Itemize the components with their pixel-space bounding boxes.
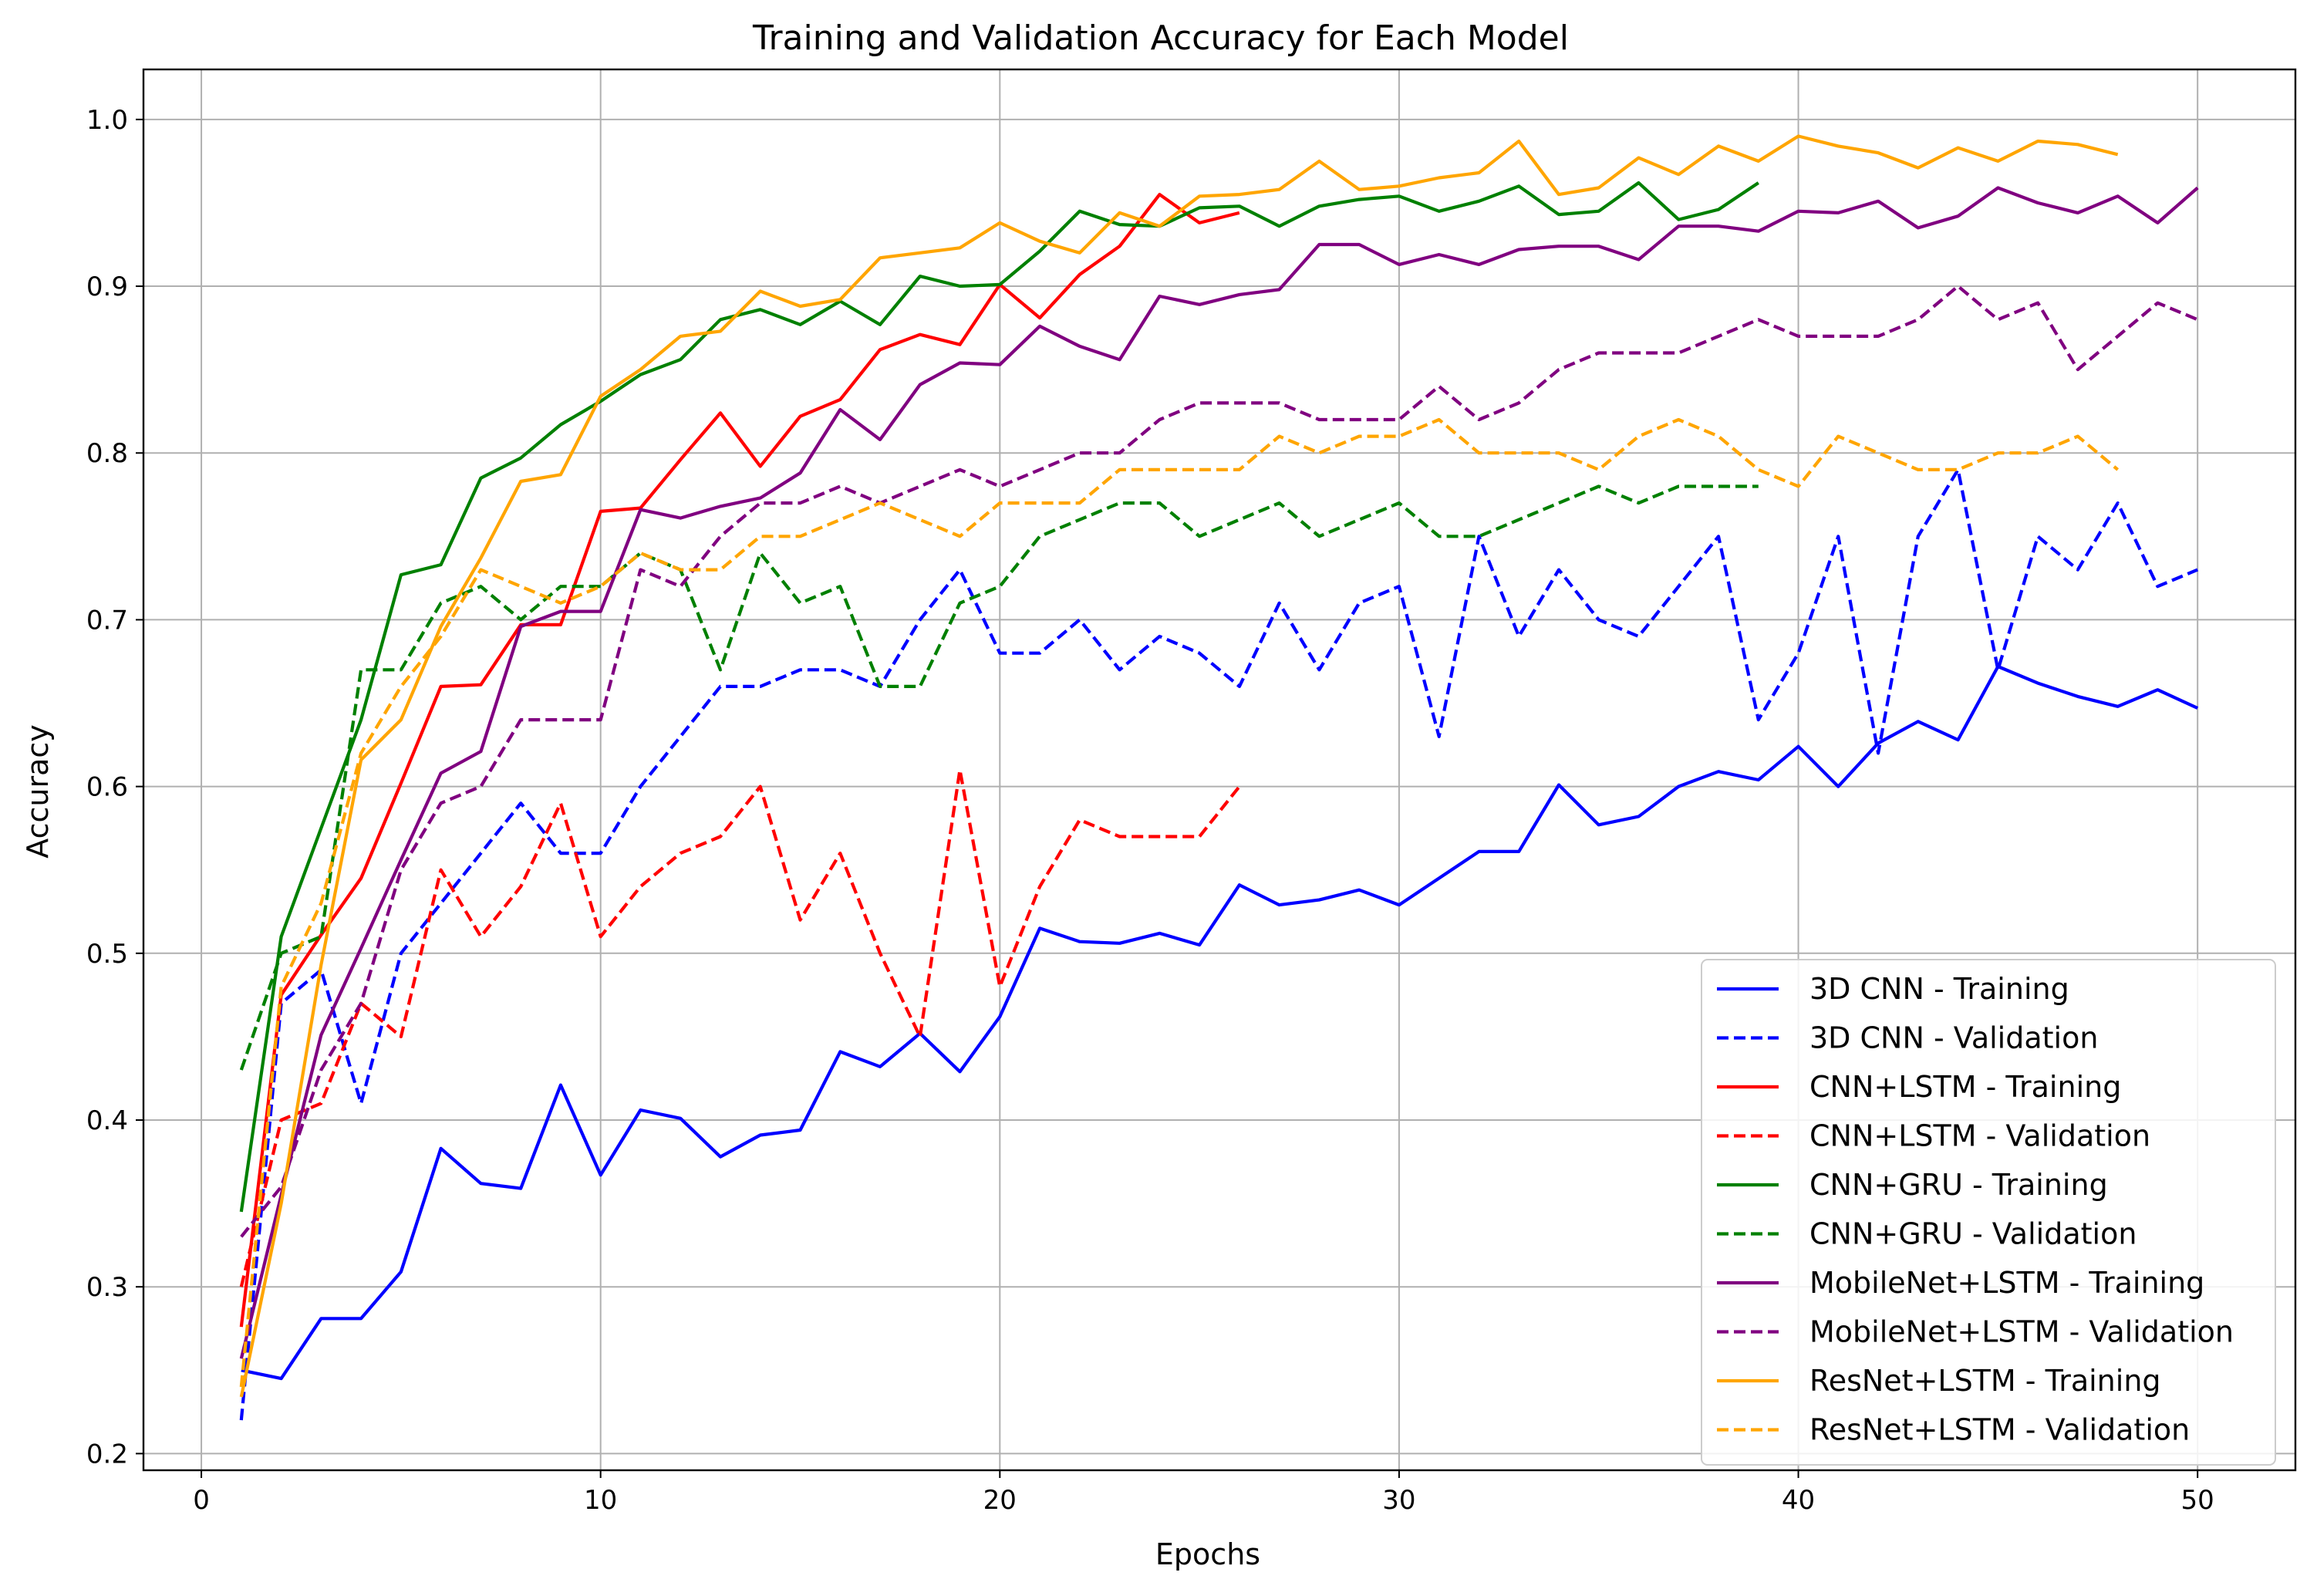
x-axis-label: Epochs — [1155, 1537, 1260, 1571]
x-tick-label: 0 — [193, 1485, 210, 1516]
x-tick-label: 50 — [2181, 1485, 2214, 1516]
series-line — [241, 664, 2199, 1381]
y-tick-label: 1.0 — [86, 105, 128, 136]
x-tick-label: 40 — [1782, 1485, 1815, 1516]
series-line — [239, 181, 1759, 1213]
series-line — [240, 284, 2199, 1238]
legend-label: 3D CNN - Training — [1809, 972, 2069, 1006]
legend-box — [1701, 959, 2276, 1466]
y-tick-label: 0.8 — [86, 438, 128, 469]
y-tick-label: 0.2 — [86, 1439, 128, 1469]
legend-label: ResNet+LSTM - Validation — [1809, 1413, 2190, 1447]
series-line — [239, 467, 2199, 1421]
y-tick-label: 0.9 — [86, 272, 128, 302]
legend-label: CNN+LSTM - Training — [1809, 1070, 2121, 1104]
series-line — [239, 768, 1241, 1287]
plot-frame — [142, 68, 2297, 1472]
series-line — [239, 134, 2119, 1398]
x-tick-label: 10 — [584, 1485, 617, 1516]
y-tick-label: 0.5 — [86, 939, 128, 970]
y-tick-label: 0.6 — [86, 772, 128, 803]
y-tick-label: 0.7 — [86, 605, 128, 636]
legend-label: 3D CNN - Validation — [1809, 1021, 2098, 1055]
series-line — [239, 417, 2120, 1388]
series-line — [239, 193, 1240, 1328]
axis-ticks: 0 10 20 30 40 50 0.2 0.3 0.4 0.5 0.6 0.7 0.8 0.9 1.0 — [86, 105, 2214, 1516]
x-tick-label: 30 — [1382, 1485, 1415, 1516]
y-tick-label: 0.3 — [86, 1272, 128, 1303]
y-tick-label: 0.4 — [86, 1105, 128, 1136]
grid-lines — [143, 69, 2295, 1470]
legend-label: CNN+GRU - Training — [1809, 1168, 2108, 1202]
legend-label: CNN+LSTM - Validation — [1809, 1119, 2150, 1153]
legend-label: CNN+GRU - Validation — [1809, 1217, 2137, 1251]
chart-title: Training and Validation Accuracy for Eac… — [752, 19, 1569, 58]
series-lines — [239, 134, 2199, 1421]
series-line — [239, 186, 2199, 1359]
chart-legend: 3D CNN - Training 3D CNN - Validation CNN+… — [1701, 959, 2276, 1466]
x-tick-label: 20 — [983, 1485, 1017, 1516]
y-axis-label: Accuracy — [21, 724, 55, 859]
legend-label: MobileNet+LSTM - Validation — [1809, 1315, 2234, 1349]
series-line — [239, 484, 1759, 1071]
legend-label: ResNet+LSTM - Training — [1809, 1364, 2161, 1398]
legend-label: MobileNet+LSTM - Training — [1809, 1266, 2204, 1300]
